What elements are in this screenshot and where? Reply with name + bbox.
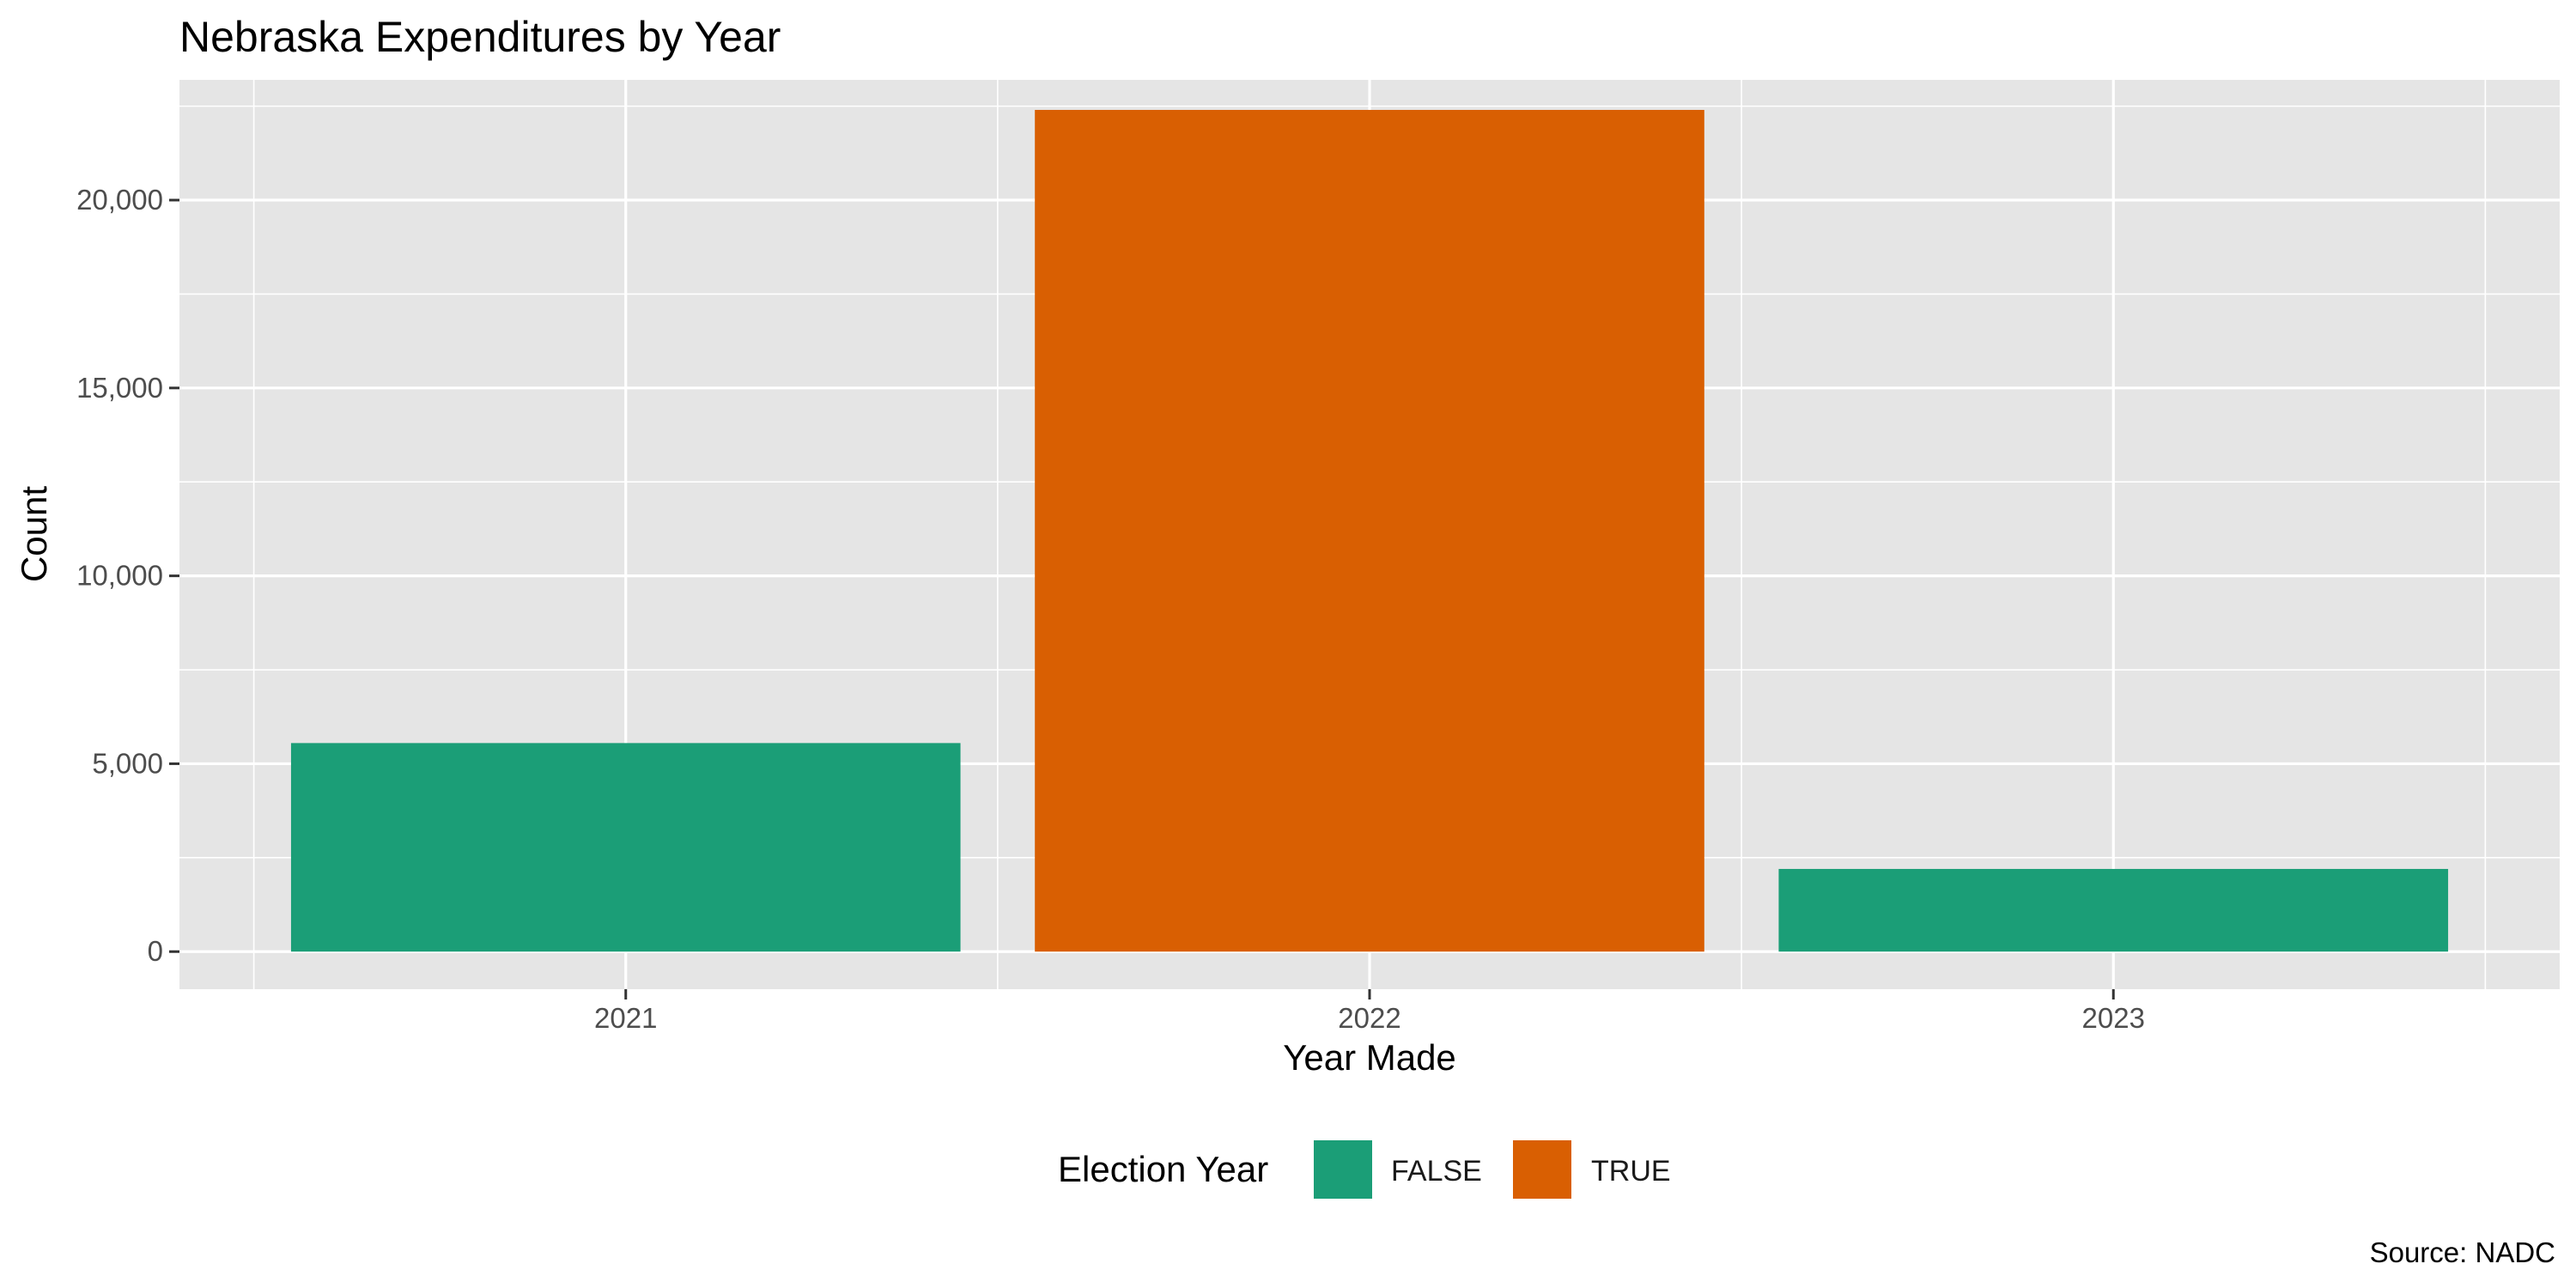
y-tick-label: 15,000 xyxy=(76,372,163,404)
bars xyxy=(290,110,2449,952)
y-tick-label: 10,000 xyxy=(76,560,163,592)
x-tick-label: 2021 xyxy=(594,1002,657,1034)
bar-2022 xyxy=(1035,110,1704,952)
chart-title: Nebraska Expenditures by Year xyxy=(179,13,781,61)
legend-swatch-true xyxy=(1513,1140,1571,1199)
x-axis-ticks: 2021 2022 2023 xyxy=(594,989,2145,1034)
chart-caption: Source: NADC xyxy=(2370,1236,2555,1268)
y-tick-label: 0 xyxy=(148,935,163,967)
x-tick-label: 2023 xyxy=(2082,1002,2145,1034)
legend-label-false: FALSE xyxy=(1391,1155,1482,1188)
y-tick-label: 5,000 xyxy=(92,747,163,779)
y-tick-label: 20,000 xyxy=(76,184,163,216)
x-tick-label: 2022 xyxy=(1338,1002,1400,1034)
bar-2021 xyxy=(290,743,961,952)
bar-2023 xyxy=(1778,868,2449,952)
y-axis-title: Count xyxy=(14,486,54,582)
legend-swatch-false xyxy=(1314,1140,1372,1199)
legend-label-true: TRUE xyxy=(1591,1155,1671,1188)
legend: Election Year FALSE TRUE xyxy=(1058,1140,1671,1199)
legend-title: Election Year xyxy=(1058,1149,1268,1189)
x-axis-title: Year Made xyxy=(1283,1037,1456,1078)
y-axis-ticks: 0 5,000 10,000 15,000 20,000 xyxy=(76,184,179,967)
